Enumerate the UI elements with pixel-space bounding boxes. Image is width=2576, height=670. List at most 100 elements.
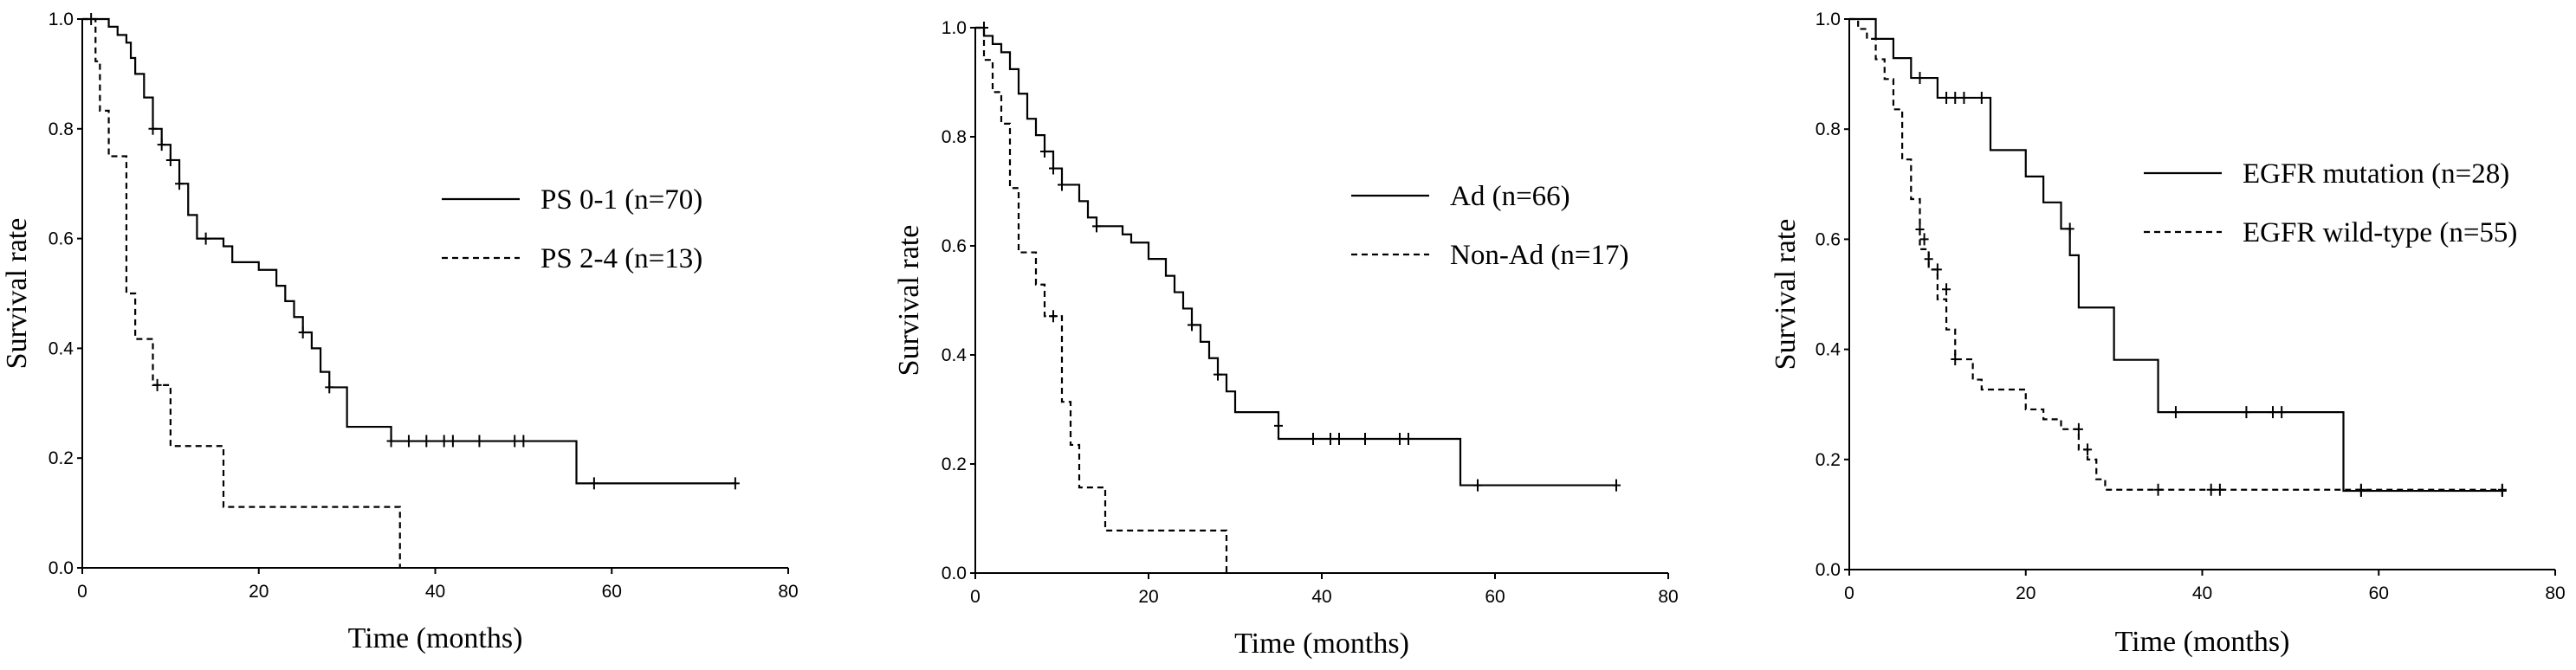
x-axis-label: Time (months) bbox=[348, 622, 523, 654]
censor-mark bbox=[1395, 433, 1404, 446]
y-tick-label: 0.6 bbox=[942, 236, 967, 256]
survival-curve-series-2 bbox=[975, 26, 1228, 573]
censor-mark bbox=[325, 381, 334, 394]
survival-curve-series-1 bbox=[82, 17, 735, 485]
legend-label-series-1: EGFR mutation (n=28) bbox=[2243, 158, 2509, 190]
y-tick-label: 0.0 bbox=[1815, 560, 1841, 580]
x-tick-label: 80 bbox=[778, 582, 798, 602]
legend-label-series-1: PS 0-1 (n=70) bbox=[540, 184, 702, 216]
censor-mark bbox=[2356, 483, 2366, 496]
censor-mark bbox=[1058, 178, 1066, 191]
censor-mark bbox=[1092, 220, 1101, 233]
censor-mark bbox=[1473, 479, 1482, 492]
y-tick-label: 0.0 bbox=[49, 558, 74, 578]
x-tick-label: 60 bbox=[602, 582, 622, 602]
censor-mark bbox=[87, 13, 96, 25]
y-tick-label: 0.0 bbox=[942, 564, 967, 583]
censor-mark bbox=[175, 177, 184, 190]
censor-mark bbox=[2242, 406, 2251, 419]
censor-mark bbox=[2497, 483, 2507, 496]
x-tick-label: 80 bbox=[1658, 587, 1678, 607]
censor-mark bbox=[165, 153, 175, 166]
censor-mark bbox=[404, 435, 413, 448]
x-tick-label: 0 bbox=[970, 587, 981, 607]
x-tick-label: 20 bbox=[1138, 587, 1158, 607]
censor-mark bbox=[2153, 483, 2163, 496]
censor-mark bbox=[1977, 91, 1986, 104]
censor-mark bbox=[1274, 419, 1283, 432]
y-tick-label: 1.0 bbox=[49, 10, 74, 29]
y-axis-label: Survival rate bbox=[893, 225, 925, 377]
censor-mark bbox=[510, 435, 520, 448]
x-tick-label: 0 bbox=[1844, 583, 1854, 603]
y-tick-label: 0.4 bbox=[49, 338, 74, 358]
censor-mark bbox=[519, 435, 528, 448]
legend-label-series-1: Ad (n=66) bbox=[1450, 181, 1570, 212]
censor-mark bbox=[1915, 72, 1925, 85]
x-tick-label: 20 bbox=[2016, 583, 2036, 603]
x-tick-label: 80 bbox=[2545, 583, 2565, 603]
censor-mark bbox=[1049, 162, 1058, 175]
censor-mark bbox=[1951, 91, 1960, 104]
censor-mark bbox=[1049, 310, 1058, 323]
survival-curve-series-2 bbox=[1849, 17, 2502, 491]
censor-mark bbox=[1040, 145, 1049, 158]
censor-mark bbox=[448, 435, 457, 448]
censor-mark bbox=[422, 435, 431, 448]
censor-mark bbox=[1951, 353, 1960, 366]
x-tick-label: 60 bbox=[2369, 583, 2389, 603]
censor-mark bbox=[1915, 222, 1925, 235]
km-panel-histology: 0.0 0.2 0.4 0.6 0.8 1.0 0 20 40 60 80 Time (months)… bbox=[893, 18, 1679, 660]
survival-curve-series-2 bbox=[82, 17, 401, 568]
y-tick-label: 1.0 bbox=[942, 18, 967, 38]
x-tick-label: 20 bbox=[249, 582, 269, 602]
legend-label-series-2: Non-Ad (n=17) bbox=[1450, 240, 1629, 271]
censor-mark bbox=[2065, 222, 2074, 235]
legend-label-series-2: EGFR wild-type (n=55) bbox=[2243, 217, 2517, 248]
censor-mark bbox=[1942, 283, 1951, 296]
censor-mark bbox=[152, 378, 162, 391]
censor-mark bbox=[1924, 253, 1933, 266]
km-panel-ps: 0.0 0.2 0.4 0.6 0.8 1.0 0 20 40 60 80 Time (months)… bbox=[1, 10, 799, 654]
censor-mark bbox=[2074, 422, 2083, 435]
censor-mark bbox=[2083, 443, 2093, 456]
y-tick-label: 0.8 bbox=[942, 127, 967, 147]
censor-mark bbox=[1404, 433, 1413, 446]
censor-mark bbox=[475, 435, 484, 448]
censor-mark bbox=[1214, 368, 1222, 381]
censor-mark bbox=[2171, 406, 2180, 419]
censor-mark bbox=[980, 22, 988, 34]
censor-mark bbox=[1326, 433, 1335, 446]
censor-mark bbox=[2206, 483, 2216, 496]
x-tick-label: 40 bbox=[2192, 583, 2212, 603]
legend-label-series-2: PS 2-4 (n=13) bbox=[540, 243, 702, 274]
km-panel-egfr: 0.0 0.2 0.4 0.6 0.8 1.0 0 20 40 60 80 Time (months)… bbox=[1770, 10, 2566, 658]
y-tick-label: 0.8 bbox=[49, 119, 74, 139]
censor-mark bbox=[1932, 263, 1942, 276]
censor-mark bbox=[1942, 91, 1951, 104]
y-tick-label: 0.4 bbox=[942, 345, 968, 365]
censor-mark bbox=[1335, 433, 1343, 446]
survival-curve-series-1 bbox=[1849, 17, 2502, 493]
y-tick-label: 0.4 bbox=[1815, 340, 1841, 360]
censor-mark bbox=[298, 326, 307, 339]
y-axis-label: Survival rate bbox=[1, 218, 33, 370]
x-tick-label: 40 bbox=[425, 582, 445, 602]
censor-mark bbox=[386, 435, 396, 448]
y-tick-label: 1.0 bbox=[1815, 10, 1841, 29]
censor-mark bbox=[148, 122, 158, 135]
y-tick-label: 0.2 bbox=[942, 454, 967, 474]
x-tick-label: 0 bbox=[77, 582, 87, 602]
censor-mark bbox=[2269, 406, 2277, 419]
censor-mark bbox=[439, 435, 449, 448]
censor-mark bbox=[1309, 433, 1317, 446]
y-tick-label: 0.6 bbox=[1815, 229, 1841, 249]
censor-mark bbox=[2277, 406, 2287, 419]
y-tick-label: 0.6 bbox=[49, 229, 74, 249]
censor-mark bbox=[1361, 433, 1369, 446]
censor-mark bbox=[157, 139, 166, 151]
y-tick-label: 0.8 bbox=[1815, 119, 1841, 139]
x-axis-label: Time (months) bbox=[2115, 626, 2290, 658]
censor-mark bbox=[730, 477, 740, 490]
